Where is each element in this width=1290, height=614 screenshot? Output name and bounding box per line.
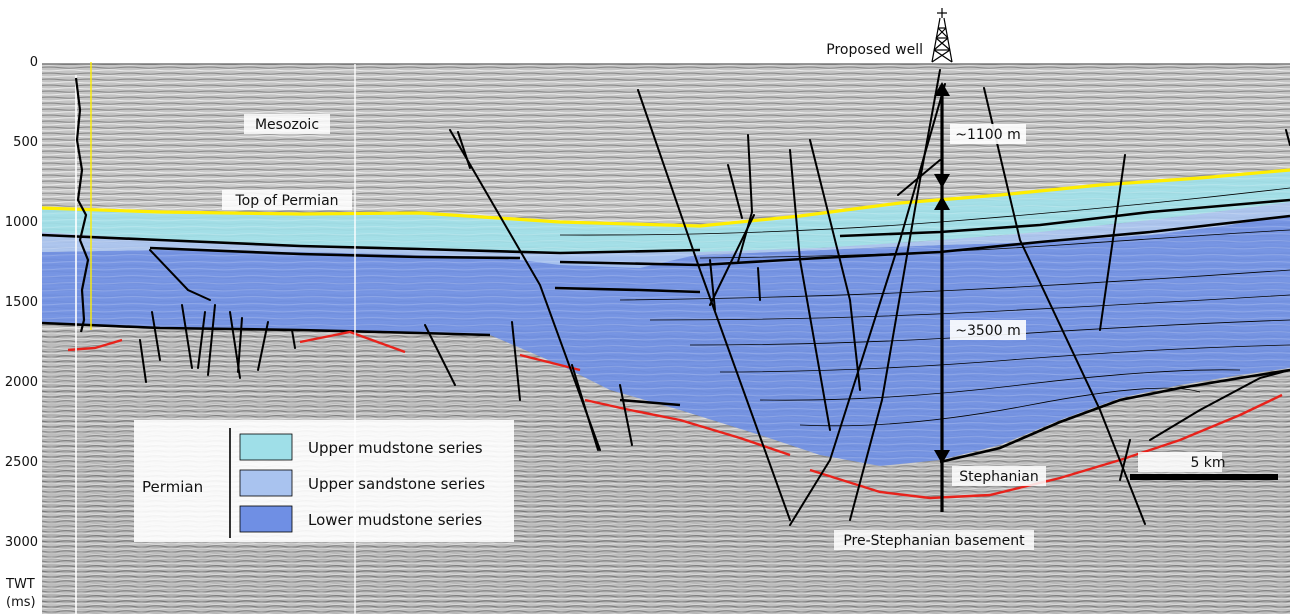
axis-tick-500: 500 (13, 135, 38, 150)
thickness-indicator (934, 82, 950, 512)
legend-label-upper-mudstone: Upper mudstone series (308, 439, 483, 457)
faults (139, 69, 1290, 526)
well-log-curve (74, 77, 90, 333)
top-of-permian-label: Top of Permian (234, 193, 338, 209)
upper-thickness-label: ~1100 m (955, 127, 1020, 143)
legend-group-label: Permian (142, 478, 203, 496)
arrow-up-icon (934, 82, 950, 96)
stephanian-label: Stephanian (959, 469, 1039, 485)
legend-label-lower-mudstone: Lower mudstone series (308, 511, 482, 529)
arrow-up-icon (934, 196, 950, 210)
axis-tick-1500: 1500 (5, 295, 38, 310)
legend: Permian Upper mudstone series Upper sand… (134, 420, 514, 542)
major-horizons (41, 198, 1290, 464)
derrick-icon (931, 8, 953, 63)
axis-tick-1000: 1000 (5, 215, 38, 230)
legend-panel (134, 420, 514, 542)
legend-swatch-upper-mudstone (239, 433, 293, 461)
base-horizon (67, 330, 1283, 500)
pre-stephanian-basement-label: Pre-Stephanian basement (843, 533, 1025, 549)
axis-tick-3000: 3000 (5, 535, 38, 550)
axis-tick-2500: 2500 (5, 455, 38, 470)
axis-tick-0: 0 (30, 55, 38, 70)
mesozoic-label: Mesozoic (255, 117, 319, 133)
legend-swatch-upper-sandstone (239, 469, 293, 497)
arrow-down-icon (934, 450, 950, 464)
legend-swatch-lower-mudstone (239, 505, 293, 533)
axis-label-twt: TWT (5, 577, 35, 592)
lower-thickness-label: ~3500 m (955, 323, 1020, 339)
arrow-down-icon (934, 174, 950, 188)
axis-tick-2000: 2000 (5, 375, 38, 390)
axis-label-ms: (ms) (6, 595, 36, 610)
scale-bar-label: 5 km (1190, 455, 1225, 471)
reflector-overlay (42, 165, 1290, 470)
twt-axis: 0 500 1000 1500 2000 2500 3000 TWT (ms) (0, 0, 42, 614)
proposed-well-label: Proposed well (826, 42, 923, 58)
legend-label-upper-sandstone: Upper sandstone series (308, 475, 485, 493)
scale-bar: 5 km (1130, 452, 1278, 480)
